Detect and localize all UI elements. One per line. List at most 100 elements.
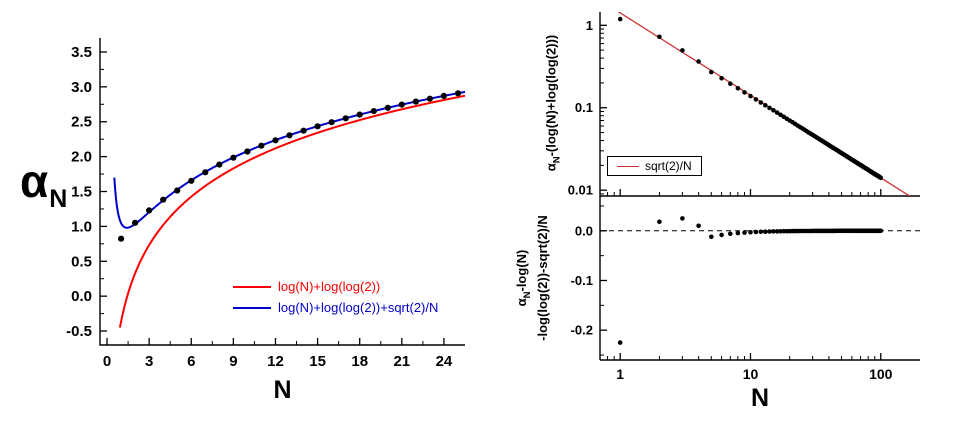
bottom-right-y-axis-label-line1: αN-log(N) [514,215,535,341]
bottom-right-y-axis-label-line2: -log(log(2))-sqrt(2)/N [534,215,550,341]
curve [113,90,466,229]
data-point [412,98,419,105]
data-point [696,223,701,229]
legend-label: sqrt(2)/N [645,159,692,173]
x-tick-label: 1 [616,366,624,382]
x-tick-label: 12 [267,353,284,370]
data-point [753,229,759,235]
data-point [767,105,772,111]
x-tick-label: 6 [187,353,195,370]
data-point [454,90,462,97]
top-right-chart-legend: sqrt(2)/N [607,156,702,176]
data-point [719,232,724,238]
data-point [230,154,237,161]
alpha-symbol: α [543,163,559,172]
legend-line-sample [617,165,639,167]
data-point [426,95,433,102]
bottom-right-y-axis-label-line1-text: -log(N) [514,249,530,292]
data-point [398,101,405,108]
data-point [774,110,780,115]
data-point [735,86,741,91]
y-tick-label: 0.01 [568,183,593,198]
y-tick-label: 0.1 [575,100,593,115]
y-tick-label: -0.1 [571,273,593,288]
data-point [300,127,307,134]
data-point [680,48,685,53]
y-tick-label: 3.0 [71,79,92,96]
data-point [719,76,724,81]
x-tick-label: 24 [436,353,453,370]
data-point [771,229,776,234]
left-x-axis-label: N [273,376,292,404]
data-point [696,59,701,64]
x-tick-label: 100 [869,366,893,382]
right-charts-canvas: 1 10 100 1 0.1 0.01 0.0 -0.1 -0.2 [568,12,920,382]
data-point [778,229,783,234]
data-point [286,132,293,139]
y-tick-label: 3.5 [71,44,92,61]
x-tick-label: 0 [103,353,111,370]
x-tick-label: 15 [309,353,326,370]
data-point [657,219,662,225]
curve [118,94,466,328]
data-point [244,148,251,155]
y-tick-label: 0.0 [71,288,92,305]
legend-line-sample [233,306,271,309]
data-point [742,90,747,95]
legend-line-sample [233,285,271,288]
legend-label: log(N)+log(log(2)) [278,279,381,294]
data-point [617,340,623,345]
alpha-subscript: N [49,185,68,213]
axes [99,38,465,346]
data-point [617,16,623,22]
left-chart-canvas: 0 3 6 9 12 15 18 21 24 -0.5 0.0 0.5 1.0 1.5 2.0 2.5 3.0 3… [66,38,466,370]
data-point [728,81,733,86]
left-chart-legend: log(N)+log(log(2)) log(N)+log(log(2))+sqr… [233,276,438,318]
data-point [146,207,153,214]
data-point [132,219,139,226]
data-point [763,103,768,108]
top-right-y-axis-label: αN-(log(N)+log(log(2))) [544,35,563,172]
y-tick-label: 2.0 [71,149,92,166]
data-point [118,235,125,242]
legend-entry: log(N)+log(log(2)) [233,276,438,297]
axes [599,12,920,361]
x-tick-label: 10 [743,366,759,382]
legend-entry: log(N)+log(log(2))+sqrt(2)/N [233,297,438,318]
right-x-axis-label: N [750,384,770,412]
x-tick-label: 18 [351,353,368,370]
data-point [202,169,209,176]
data-point [771,108,776,113]
data-point [753,97,759,102]
data-point [258,142,265,149]
y-tick-label: 0.0 [575,223,593,238]
data-point [370,108,377,115]
top-right-y-axis-label-text: -(log(N)+log(log(2))) [543,34,559,157]
left-y-axis-label: αN [20,154,67,213]
data-point [342,115,349,122]
x-tick-label: 21 [393,353,410,370]
data-point [748,93,753,99]
legend-label: log(N)+log(log(2))+sqrt(2)/N [278,300,439,315]
alpha-subscript: N [551,156,563,164]
alpha-symbol: α [20,155,49,207]
data-point [878,228,884,234]
data-point [174,187,181,194]
data-point [742,230,747,235]
x-tick-label: 9 [229,353,237,370]
data-point [680,216,685,221]
y-tick-label: 1 [586,18,593,33]
data-point [709,234,714,240]
data-point [440,92,447,99]
data-point [356,111,363,118]
y-tick-label: 2.5 [71,114,92,131]
y-tick-label: -0.5 [66,323,92,340]
data-point [188,177,195,184]
data-point [758,229,764,235]
x-tick-label: 3 [145,353,153,370]
data-point [748,230,753,235]
y-tick-label: 0.5 [71,253,92,270]
y-tick-label: -0.2 [571,323,593,338]
data-point [728,231,733,237]
